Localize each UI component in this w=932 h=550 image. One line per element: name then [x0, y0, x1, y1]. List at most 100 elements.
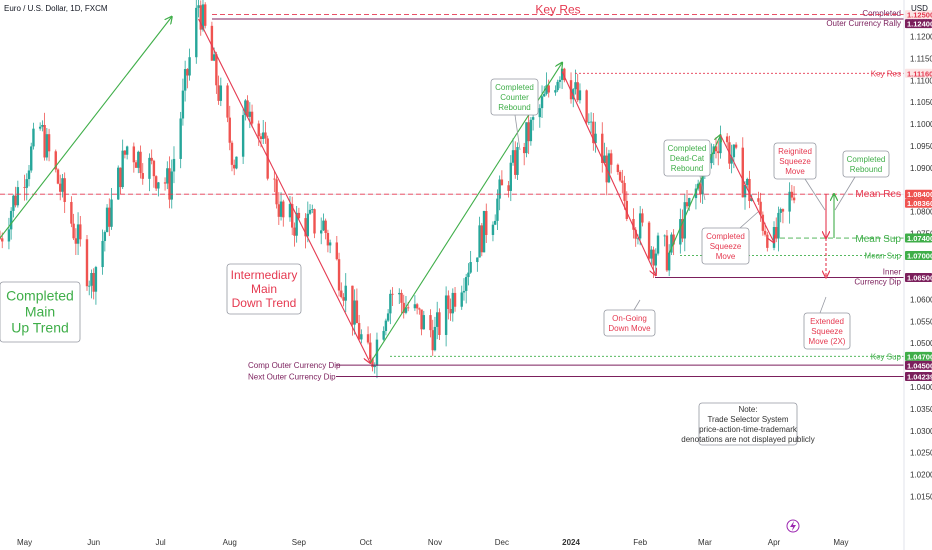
candle-body — [547, 85, 550, 93]
y-tick-label: 1.10000 — [910, 120, 932, 129]
candle-body — [714, 146, 718, 152]
candle-body — [779, 209, 782, 213]
candle-body — [498, 179, 501, 199]
candle-body — [556, 81, 559, 91]
candle-body — [435, 312, 439, 327]
candle-body — [734, 144, 738, 148]
candle-body — [650, 249, 653, 259]
candle-body — [27, 170, 31, 180]
price-badge — [905, 189, 932, 199]
candle-body — [634, 229, 637, 239]
annotation-text: Squeeze — [811, 327, 843, 336]
candle-body — [293, 227, 296, 236]
candle-body — [792, 197, 796, 201]
candle-body — [757, 198, 760, 202]
candle-body — [545, 85, 548, 94]
candle-body — [741, 147, 744, 198]
candle-body — [241, 115, 245, 157]
candle-body — [219, 85, 223, 101]
candle-body — [654, 253, 657, 266]
candle-body — [204, 4, 207, 26]
annotation-box — [773, 142, 817, 180]
candle-body — [732, 144, 736, 158]
candle-body — [228, 117, 231, 143]
candle-body — [41, 124, 44, 127]
candle-body — [527, 122, 530, 142]
candle-body — [509, 162, 513, 191]
candle-body — [699, 183, 702, 195]
candle-body — [94, 267, 98, 292]
candle-body — [369, 342, 372, 360]
candle-body — [134, 162, 138, 168]
annotation-text: On-Going — [612, 314, 647, 323]
y-tick-label: 1.06000 — [910, 295, 932, 304]
annotation-text: Note: — [738, 405, 757, 414]
y-tick-label: 1.12000 — [910, 32, 932, 41]
candle-body — [382, 331, 385, 340]
candle-body — [447, 295, 450, 310]
candle-body — [400, 292, 403, 303]
candle-body — [14, 195, 17, 206]
candle-body — [710, 154, 713, 164]
candle-body — [790, 191, 794, 198]
candle-body — [730, 157, 733, 164]
price-badge-label: 1.12400 — [907, 20, 932, 29]
candle-body — [665, 235, 669, 271]
candle-body — [23, 187, 26, 188]
candle-body — [25, 179, 28, 188]
candle-body — [511, 150, 515, 163]
candle-body — [500, 179, 504, 186]
price-badge — [905, 272, 932, 282]
candle-body — [560, 68, 564, 80]
candle-body — [750, 198, 753, 201]
candle-body — [351, 285, 354, 325]
candle-body — [322, 220, 325, 231]
candle-body — [759, 201, 762, 215]
candle-body — [0, 238, 2, 239]
price-badge-label: 1.12500 — [907, 11, 932, 20]
price-badge — [905, 68, 932, 78]
price-badge-label: 1.04700 — [907, 352, 932, 361]
candle-body — [262, 132, 265, 140]
candle-body — [585, 90, 588, 123]
candle-body — [197, 5, 200, 8]
candle-body — [324, 220, 327, 233]
callout-pointer — [739, 211, 759, 229]
candle-body — [125, 146, 129, 155]
candle-body — [132, 146, 136, 163]
candle-body — [538, 108, 541, 118]
candle-body — [656, 235, 660, 254]
candle-body — [90, 272, 93, 286]
candle-body — [170, 171, 173, 200]
candle-body — [681, 219, 684, 239]
candle-body — [694, 188, 698, 199]
lightning-icon[interactable] — [786, 519, 800, 533]
callout-pointer — [633, 299, 641, 311]
candle-body — [529, 119, 533, 142]
candle-body — [119, 167, 122, 188]
level-label: Inner — [883, 267, 902, 276]
price-badge-label: 1.08400 — [907, 190, 932, 199]
symbol-title: Euro / U.S. Dollar, 1D, FXCM — [4, 4, 108, 13]
candle-body — [743, 184, 747, 198]
x-tick-label: May — [17, 538, 32, 547]
trend-move-arrow — [668, 135, 720, 254]
candle-body — [188, 57, 191, 76]
level-label: Mean Res — [855, 189, 901, 200]
y-tick-label: 1.01500 — [910, 493, 932, 502]
candle-body — [663, 235, 666, 237]
candle-body — [137, 151, 140, 168]
x-tick-label: Feb — [633, 538, 647, 547]
candle-body — [195, 7, 198, 58]
level-label: Mean Sup — [865, 252, 902, 261]
candle-body — [464, 277, 468, 291]
candle-body — [389, 293, 392, 314]
candle-body — [117, 167, 120, 200]
time-axis[interactable]: May Jun Jul Aug Sep Oct Nov Dec 2024 Feb Mar Apr May — [17, 538, 849, 547]
level-label: Mean Sup — [855, 234, 901, 245]
candle-body — [47, 134, 51, 152]
level-label: Key Res — [871, 69, 901, 78]
y-tick-label: 1.05500 — [910, 317, 932, 326]
